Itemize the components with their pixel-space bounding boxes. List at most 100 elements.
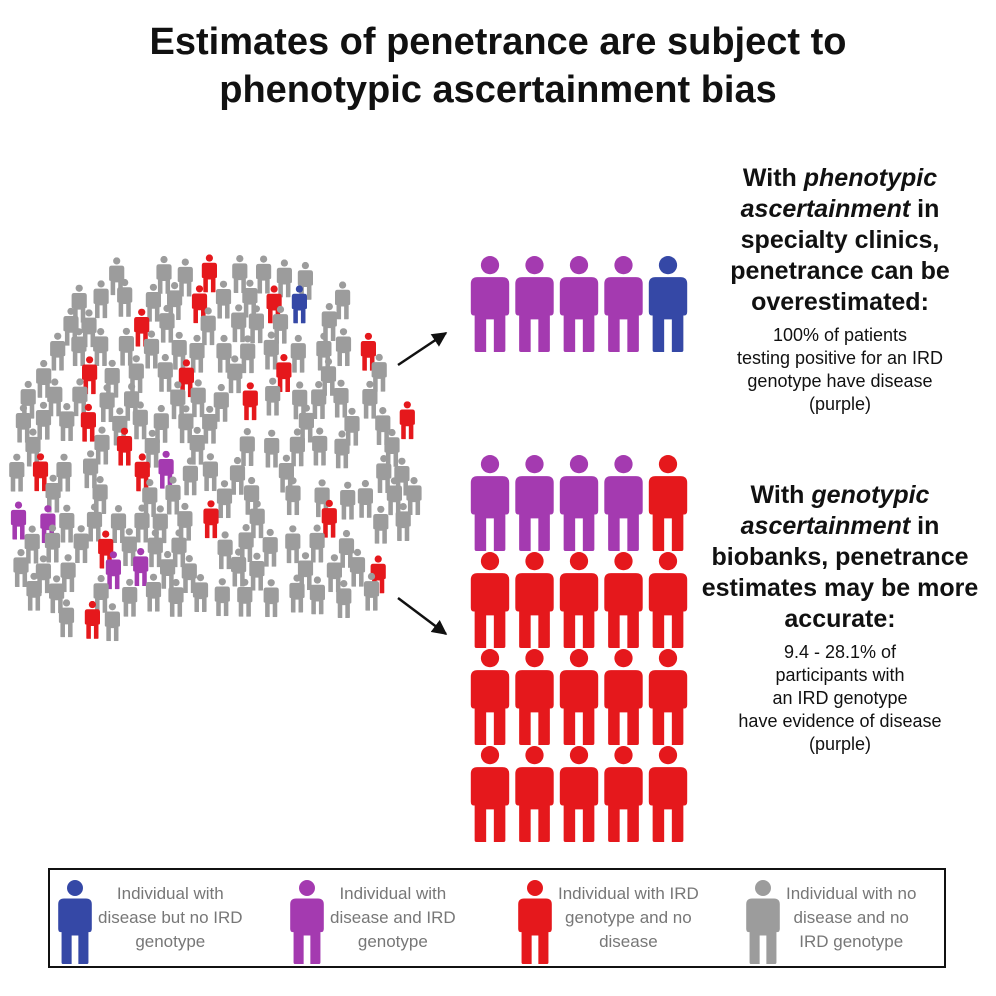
description-line: participants with <box>775 665 905 685</box>
crowd-person-gray <box>335 281 351 320</box>
panel-person-purple <box>604 256 643 352</box>
legend-label-line: disease <box>599 932 658 951</box>
phenotypic-heading-post: in specialty clinics, penetrance can be … <box>730 195 950 316</box>
description-line: (purple) <box>808 394 872 414</box>
figure-title: Estimates of penetrance are subject to p… <box>0 18 996 114</box>
legend-label-blue: Individual with disease but no IRD genotyp… <box>98 882 243 954</box>
crowd-person-gray <box>333 379 349 418</box>
description-line: (purple) <box>808 734 872 754</box>
panel-person-red <box>470 746 510 842</box>
crowd-person-gray <box>290 334 306 373</box>
crowd-person-gray <box>49 575 65 614</box>
legend-label-gray: Individual with no disease and no IRD geno… <box>786 882 916 954</box>
phenotypic-heading-italic: phenotypic ascertainment <box>740 164 938 223</box>
crowd-person-gray <box>50 332 66 371</box>
legend-label-line: genotype <box>135 932 206 951</box>
title-line-2: phenotypic ascertainment bias <box>219 69 777 111</box>
panel-person-red <box>604 649 643 745</box>
crowd-person-gray <box>239 428 255 466</box>
genotypic-heading-italic: genotypic ascertainment <box>740 481 930 540</box>
legend-swatch-gray <box>746 880 780 964</box>
description-line: 100% of patients <box>772 325 908 345</box>
legend-person-blue-icon <box>58 880 92 964</box>
crowd-person-gray <box>118 327 134 366</box>
crowd-person-gray <box>312 427 328 466</box>
crowd-person-gray <box>93 280 109 319</box>
description-line: have evidence of disease <box>738 711 942 731</box>
legend-label-line: disease and no <box>793 908 909 927</box>
crowd-person-gray <box>326 554 342 593</box>
legend-label-line: Individual with IRD <box>558 884 699 903</box>
description-line: genotype have disease <box>747 371 933 391</box>
legend-box: Individual with disease but no IRD genotyp… <box>48 868 946 968</box>
crowd-person-red <box>203 500 219 539</box>
panel-person-red <box>648 552 688 648</box>
crowd-person-red <box>116 427 133 466</box>
crowd-person-gray <box>153 404 169 443</box>
crowd-person-gray <box>217 531 233 570</box>
panel-person-purple <box>604 455 643 551</box>
legend-person-red-icon <box>518 880 552 964</box>
crowd-person-gray <box>182 457 198 496</box>
crowd-person-gray <box>357 479 373 518</box>
panel-person-red <box>515 552 554 648</box>
crowd-person-gray <box>202 453 218 492</box>
crowd-person-gray <box>104 359 120 398</box>
panel-person-red <box>559 552 599 648</box>
legend-swatch-blue <box>58 880 92 964</box>
crowd-person-purple <box>10 501 27 540</box>
legend-person-gray-icon <box>746 880 780 964</box>
crowd-person-gray <box>73 525 89 564</box>
phenotypic-heading-pre: With <box>742 164 804 192</box>
panel-person-red <box>604 746 643 842</box>
crowd-person-red <box>201 254 217 293</box>
crowd-person-gray <box>335 328 352 367</box>
panel-person-purple <box>559 256 599 352</box>
crowd-person-gray <box>373 505 389 544</box>
legend-label-line: disease but no IRD <box>98 908 243 927</box>
legend-label-line: genotype <box>357 932 428 951</box>
panel-person-red <box>515 746 554 842</box>
crowd-person-blue <box>291 285 307 324</box>
crowd-person-gray <box>93 574 109 613</box>
crowd-person-gray <box>145 573 162 612</box>
crowd-person-red <box>242 382 258 421</box>
phenotypic-description: 100% of patients testing positive for an … <box>700 324 980 416</box>
crowd-person-gray <box>285 477 301 516</box>
crowd-person-gray <box>237 578 253 617</box>
crowd-person-gray <box>309 524 325 563</box>
panel-person-blue <box>648 256 688 352</box>
legend-label-red: Individual with IRD genotype and no diseas… <box>558 882 699 954</box>
legend-label-line: Individual with <box>116 884 224 903</box>
panel-person-red <box>559 746 599 842</box>
legend-person-purple-icon <box>290 880 324 964</box>
genotypic-heading-pre: With <box>750 481 812 509</box>
phenotypic-panel-text: With phenotypic ascertainment in special… <box>700 163 980 416</box>
title-line-1: Estimates of penetrance are subject to <box>149 21 847 63</box>
legend-label-line: genotype and no <box>565 908 692 927</box>
panel-person-red <box>515 649 554 745</box>
crowd-person-gray <box>264 429 280 468</box>
crowd-person-gray <box>276 259 292 298</box>
arrow-to-biobank <box>397 597 448 635</box>
genotypic-heading-post: in biobanks, penetrance estimates may be… <box>701 512 979 633</box>
legend-label-line: Individual with <box>339 884 447 903</box>
crowd-person-gray <box>406 477 422 515</box>
crowd-person-red <box>399 401 415 440</box>
crowd-person-gray <box>216 480 233 519</box>
panel-person-red <box>604 552 643 648</box>
arrow-to-clinic <box>397 331 448 367</box>
panel-person-red <box>648 649 688 745</box>
crowd-person-gray <box>214 578 230 617</box>
crowd-person-gray <box>83 450 99 489</box>
population-crowd <box>9 254 422 642</box>
crowd-person-gray <box>44 524 61 563</box>
crowd-person-gray <box>248 305 264 344</box>
genotypic-heading: With genotypic ascertainment in biobanks… <box>700 480 980 635</box>
crowd-person-gray <box>59 403 75 441</box>
crowd-person-gray <box>99 384 115 423</box>
crowd-person-gray <box>59 504 75 543</box>
crowd-person-gray <box>309 576 325 615</box>
panel-person-red <box>648 746 688 842</box>
crowd-person-gray <box>86 503 103 542</box>
